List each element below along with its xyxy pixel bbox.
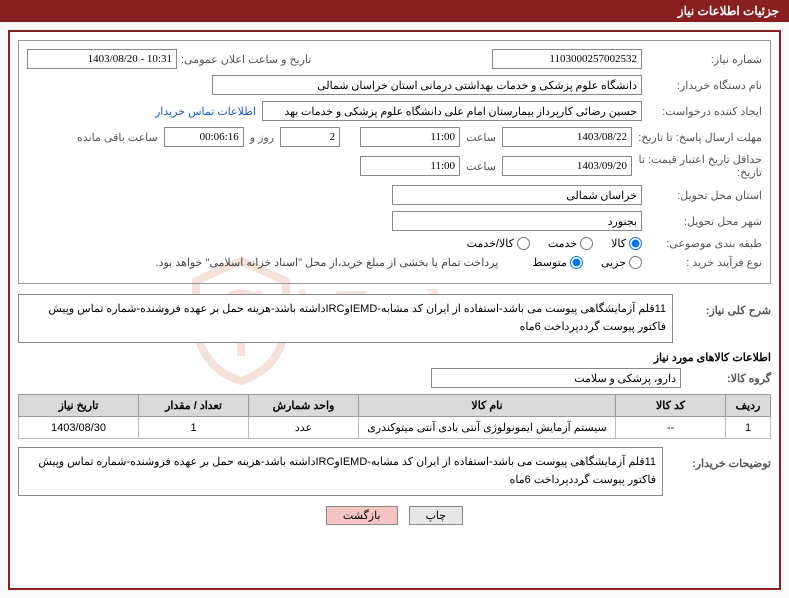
row-price-validity: حداقل تاریخ اعتبار قیمت: تا تاریخ: ساعت	[27, 153, 762, 179]
main-frame: AriaTender.net شماره نیاز: تاریخ و ساعت …	[8, 30, 781, 590]
radio-goods-service-text: کالا/خدمت	[467, 237, 514, 250]
label-days: روز و	[244, 131, 280, 144]
row-city: شهر محل تحویل:	[27, 211, 762, 231]
table-cell: 1	[726, 417, 771, 439]
label-price-validity: حداقل تاریخ اعتبار قیمت: تا تاریخ:	[632, 153, 762, 179]
label-hour-1: ساعت	[460, 131, 502, 144]
general-desc-box: 11قلم آزمایشگاهی پیوست می باشد-استفاده ا…	[18, 294, 673, 343]
input-city[interactable]	[392, 211, 642, 231]
radio-service-label[interactable]: خدمت	[548, 237, 593, 250]
input-requester[interactable]	[262, 101, 642, 121]
row-reply-deadline: مهلت ارسال پاسخ: تا تاریخ: ساعت روز و سا…	[27, 127, 762, 147]
category-radio-group: کالا خدمت کالا/خدمت	[453, 237, 642, 250]
table-header: تعداد / مقدار	[139, 395, 249, 417]
table-cell: عدد	[249, 417, 359, 439]
row-buyer-org: نام دستگاه خریدار:	[27, 75, 762, 95]
row-buyer-notes: توضیحات خریدار: 11قلم آزمایشگاهی پیوست م…	[18, 447, 771, 496]
table-row: 1--سیستم آزمایش ایمونولوژی آنتی بادی آنت…	[19, 417, 771, 439]
row-process: نوع فرآیند خرید : جزیی متوسط پرداخت تمام…	[27, 256, 762, 269]
process-note: پرداخت تمام یا بخشی از مبلغ خرید،از محل …	[156, 256, 499, 269]
table-cell: سیستم آزمایش ایمونولوژی آنتی بادی آنتی م…	[359, 417, 616, 439]
label-goods-group: گروه کالا:	[681, 372, 771, 385]
radio-goods-text: کالا	[611, 237, 626, 250]
radio-goods-label[interactable]: کالا	[611, 237, 642, 250]
goods-table: ردیفکد کالانام کالاواحد شمارشتعداد / مقد…	[18, 394, 771, 439]
back-button[interactable]: بازگشت	[326, 506, 398, 525]
label-category: طبقه بندی موضوعی:	[642, 237, 762, 250]
label-buyer-org: نام دستگاه خریدار:	[642, 79, 762, 92]
label-countdown-suffix: ساعت باقی مانده	[71, 131, 164, 144]
input-need-no[interactable]	[492, 49, 642, 69]
row-goods-group: گروه کالا:	[18, 368, 771, 388]
label-general-desc: شرح کلی نیاز:	[681, 294, 771, 317]
details-fieldset: شماره نیاز: تاریخ و ساعت اعلان عمومی: نا…	[18, 40, 771, 284]
table-header: تاریخ نیاز	[19, 395, 139, 417]
input-announce[interactable]	[27, 49, 177, 69]
input-price-date[interactable]	[502, 156, 632, 176]
input-buyer-org[interactable]	[212, 75, 642, 95]
radio-service[interactable]	[580, 237, 593, 250]
radio-goods-service[interactable]	[517, 237, 530, 250]
radio-goods[interactable]	[629, 237, 642, 250]
label-hour-2: ساعت	[460, 160, 502, 173]
link-buyer-contact[interactable]: اطلاعات تماس خریدار	[155, 105, 256, 118]
input-reply-date[interactable]	[502, 127, 632, 147]
input-countdown[interactable]	[164, 127, 244, 147]
label-province: استان محل تحویل:	[642, 189, 762, 202]
label-requester: ایجاد کننده درخواست:	[642, 105, 762, 118]
input-reply-time[interactable]	[360, 127, 460, 147]
label-buyer-notes: توضیحات خریدار:	[671, 447, 771, 470]
radio-goods-service-label[interactable]: کالا/خدمت	[467, 237, 530, 250]
radio-partial-text: جزیی	[601, 256, 626, 269]
table-cell: 1	[139, 417, 249, 439]
label-reply-deadline: مهلت ارسال پاسخ: تا تاریخ:	[632, 131, 762, 144]
table-header: واحد شمارش	[249, 395, 359, 417]
button-row: چاپ بازگشت	[18, 506, 771, 525]
radio-service-text: خدمت	[548, 237, 577, 250]
table-header: کد کالا	[616, 395, 726, 417]
label-need-no: شماره نیاز:	[642, 53, 762, 66]
print-button[interactable]: چاپ	[409, 506, 464, 525]
table-cell: --	[616, 417, 726, 439]
goods-info-heading: اطلاعات کالاهای مورد نیاز	[18, 351, 771, 364]
radio-medium-text: متوسط	[532, 256, 567, 269]
table-cell: 1403/08/30	[19, 417, 139, 439]
label-city: شهر محل تحویل:	[642, 215, 762, 228]
row-requester: ایجاد کننده درخواست: اطلاعات تماس خریدار	[27, 101, 762, 121]
input-days[interactable]	[280, 127, 340, 147]
radio-partial[interactable]	[629, 256, 642, 269]
row-need-no: شماره نیاز: تاریخ و ساعت اعلان عمومی:	[27, 49, 762, 69]
row-province: استان محل تحویل:	[27, 185, 762, 205]
table-header: ردیف	[726, 395, 771, 417]
page-header: جزئیات اطلاعات نیاز	[0, 0, 789, 22]
page-title: جزئیات اطلاعات نیاز	[678, 4, 779, 18]
input-province[interactable]	[392, 185, 642, 205]
label-announce: تاریخ و ساعت اعلان عمومی:	[177, 53, 311, 66]
input-price-time[interactable]	[360, 156, 460, 176]
table-header: نام کالا	[359, 395, 616, 417]
row-general-desc: شرح کلی نیاز: 11قلم آزمایشگاهی پیوست می …	[18, 294, 771, 343]
radio-medium[interactable]	[570, 256, 583, 269]
radio-medium-label[interactable]: متوسط	[532, 256, 583, 269]
row-category: طبقه بندی موضوعی: کالا خدمت کالا/خدمت	[27, 237, 762, 250]
input-goods-group[interactable]	[431, 368, 681, 388]
buyer-notes-box: 11قلم آزمایشگاهی پیوست می باشد-استفاده ا…	[18, 447, 663, 496]
radio-partial-label[interactable]: جزیی	[601, 256, 642, 269]
label-process: نوع فرآیند خرید :	[642, 256, 762, 269]
process-radio-group: جزیی متوسط	[518, 256, 642, 269]
